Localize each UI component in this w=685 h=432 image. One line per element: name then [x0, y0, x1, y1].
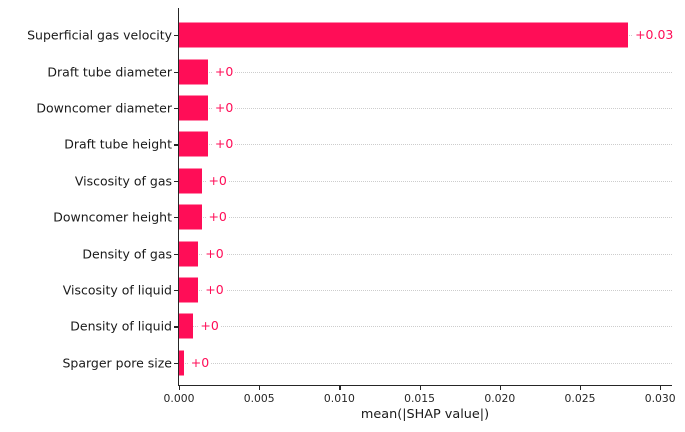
x-tick-label: 0.005: [243, 392, 275, 405]
category-label: Draft tube diameter: [47, 64, 172, 80]
row-grid-line: [179, 362, 672, 364]
row-grid-line: [179, 144, 672, 146]
shap-bar: [179, 22, 629, 48]
shap-bar: [179, 95, 208, 121]
shap-bar: [179, 168, 202, 194]
x-tick-label: 0.015: [404, 392, 436, 405]
shap-bar: [179, 131, 208, 157]
x-tick-label: 0.000: [163, 392, 195, 405]
y-tick-mark: [174, 35, 178, 37]
bar-value-label: +0: [203, 281, 226, 299]
bar-row: Viscosity of liquid +0: [63, 272, 672, 308]
bar-value-label: +0: [206, 208, 229, 226]
row-grid-line: [179, 326, 672, 328]
category-label: Downcomer height: [53, 209, 172, 225]
bar-row: Viscosity of gas +0: [75, 163, 672, 199]
category-label: Downcomer diameter: [36, 100, 172, 116]
category-label: Sparger pore size: [62, 355, 172, 371]
category-label: Viscosity of liquid: [62, 282, 172, 298]
bar-row: Draft tube height +0: [64, 126, 672, 162]
x-axis-label: mean(|SHAP value|): [360, 407, 490, 422]
x-tick-label: 0.030: [644, 392, 676, 405]
shap-bar: [179, 313, 194, 339]
row-grid-line: [179, 253, 672, 255]
x-tick-mark: [419, 386, 421, 390]
shap-bar: [179, 59, 208, 85]
bar-value-label: +0.03: [633, 26, 676, 44]
plot-area: Superficial gas velocity +0.03 Draft tube …: [27, 8, 676, 405]
shap-bar: [179, 204, 202, 230]
bar-row: Sparger pore size +0: [62, 345, 672, 381]
bar-row: Superficial gas velocity +0.03: [27, 17, 676, 53]
category-label: Density of gas: [82, 246, 172, 262]
x-tick-label: 0.020: [484, 392, 516, 405]
bar-row: Density of liquid +0: [70, 308, 672, 344]
x-tick-mark: [259, 386, 261, 390]
bar-value-label: +0: [203, 245, 226, 262]
x-tick-label: 0.010: [323, 392, 355, 405]
x-tick-mark: [179, 386, 181, 390]
row-grid-line: [179, 217, 672, 219]
y-tick-mark: [174, 326, 178, 328]
y-tick-mark: [174, 180, 178, 183]
shap-bar: [179, 277, 199, 303]
bar-value-label: +0: [198, 318, 221, 335]
category-label: Viscosity of gas: [74, 173, 172, 189]
bar-value-label: +0: [212, 136, 236, 153]
row-grid-line: [179, 108, 672, 110]
bar-value-label: +0: [188, 354, 212, 372]
x-tick-label: 0.025: [564, 392, 596, 405]
category-label: Draft tube height: [64, 136, 172, 152]
y-tick-mark: [174, 108, 178, 110]
y-tick-mark: [174, 290, 178, 292]
y-tick-mark: [174, 253, 178, 255]
y-tick-mark: [174, 362, 178, 365]
bar-row: Downcomer height +0: [53, 199, 672, 235]
bar-row: Draft tube diameter +0: [47, 53, 672, 89]
row-grid-line: [179, 71, 672, 73]
y-tick-mark: [174, 71, 178, 73]
y-tick-mark: [174, 217, 178, 219]
bar-rows: Superficial gas velocity +0.03 Draft tube …: [27, 17, 676, 381]
bar-value-label: +0: [212, 99, 236, 117]
bar-row: Density of gas +0: [82, 235, 672, 271]
x-tick-mark: [339, 386, 341, 390]
category-label: Superficial gas velocity: [27, 27, 172, 43]
y-tick-mark: [174, 144, 178, 146]
shap-bar: [179, 350, 184, 376]
x-tick-mark: [660, 386, 662, 390]
x-tick-mark: [580, 386, 582, 390]
row-grid-line: [179, 290, 672, 292]
bar-value-label: +0: [206, 172, 229, 190]
bar-value-label: +0: [212, 63, 236, 80]
x-tick-mark: [499, 386, 501, 390]
row-grid-line: [179, 180, 672, 182]
category-label: Density of liquid: [70, 318, 172, 334]
shap-bar: [179, 241, 199, 267]
bar-row: Downcomer diameter +0: [36, 90, 672, 126]
